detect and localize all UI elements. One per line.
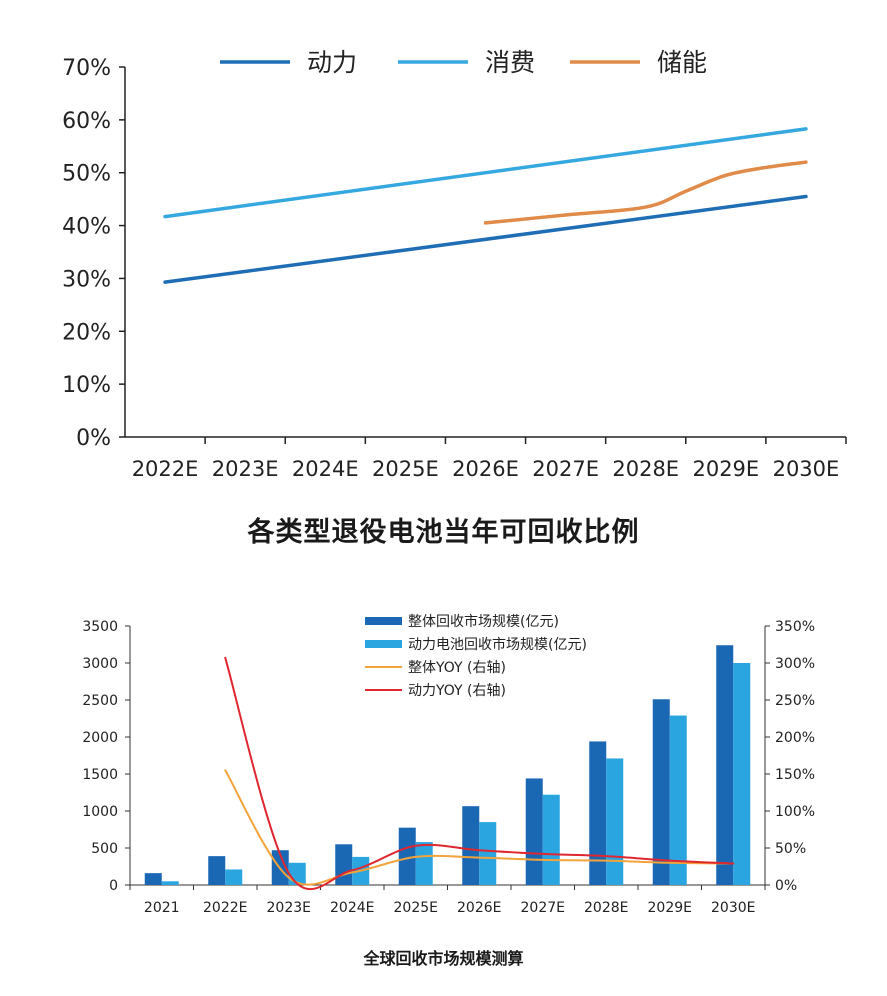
- bar-2025E: [398, 827, 416, 885]
- x-tick-label: 2024E: [330, 900, 374, 916]
- x-tick-label: 2028E: [584, 900, 628, 916]
- left-y-tick-label: 3000: [82, 656, 118, 672]
- left-y-tick-label: 2500: [82, 693, 118, 709]
- legend-label: 动力YOY (右轴): [408, 683, 506, 699]
- x-tick-label: 2026E: [452, 457, 519, 481]
- left-y-tick-label: 500: [91, 841, 118, 857]
- legend-swatch: [365, 640, 402, 648]
- left-y-tick-label: 3500: [82, 619, 118, 635]
- right-y-tick-label: 50%: [775, 841, 806, 857]
- y-tick-label: 30%: [62, 267, 111, 292]
- x-tick-label: 2021: [144, 900, 180, 916]
- chart-title-global-market: 全球回收市场规模测算: [363, 949, 524, 968]
- x-tick-label: 2025E: [394, 900, 438, 916]
- legend-swatch: [365, 617, 402, 625]
- bar-2022E: [225, 869, 243, 885]
- y-tick-label: 40%: [62, 215, 111, 240]
- right-y-tick-label: 300%: [775, 656, 815, 672]
- right-y-tick-label: 200%: [775, 730, 815, 746]
- bar-2023E: [288, 862, 306, 885]
- yoy-line-整体YOY (右轴): [224, 769, 735, 886]
- bar-2030E: [716, 645, 734, 885]
- bar-2026E: [462, 806, 480, 885]
- right-y-tick-label: 150%: [775, 767, 815, 783]
- x-tick-label: 2027E: [521, 900, 565, 916]
- bar-2021: [161, 881, 179, 885]
- yoy-line-动力YOY (右轴): [224, 656, 735, 891]
- x-tick-label: 2024E: [292, 457, 359, 481]
- x-tick-label: 2029E: [692, 457, 759, 481]
- x-tick-label: 2022E: [132, 457, 199, 481]
- series-line-动力: [163, 194, 808, 284]
- bar-2029E: [652, 699, 670, 885]
- series-line-消费: [163, 127, 808, 219]
- bar-2021: [144, 873, 162, 885]
- left-y-tick-label: 0: [109, 878, 118, 894]
- bar-2024E: [335, 844, 353, 885]
- legend-label: 动力: [307, 48, 357, 77]
- bar-2023E: [271, 850, 289, 885]
- x-tick-label: 2030E: [773, 457, 840, 481]
- bar-2030E: [733, 663, 751, 885]
- legend-label: 整体回收市场规模(亿元): [408, 613, 559, 630]
- x-tick-label: 2022E: [203, 900, 247, 916]
- series-line-储能: [483, 160, 808, 225]
- right-y-tick-label: 250%: [775, 693, 815, 709]
- bar-2028E: [589, 741, 607, 885]
- left-y-tick-label: 2000: [82, 730, 118, 746]
- x-tick-label: 2025E: [372, 457, 439, 481]
- x-tick-label: 2023E: [212, 457, 279, 481]
- chart-title-recyclable-ratio: 各类型退役电池当年可回收比例: [247, 517, 640, 548]
- x-tick-label: 2028E: [612, 457, 679, 481]
- y-tick-label: 10%: [62, 373, 111, 398]
- y-tick-label: 60%: [62, 109, 111, 134]
- legend-label: 整体YOY (右轴): [408, 660, 506, 676]
- legend-label: 储能: [657, 48, 707, 77]
- x-tick-label: 2026E: [457, 900, 501, 916]
- bar-2025E: [415, 842, 433, 885]
- x-tick-label: 2030E: [711, 900, 755, 916]
- right-y-tick-label: 0%: [775, 878, 797, 894]
- y-tick-label: 70%: [62, 56, 111, 81]
- bar-2028E: [606, 758, 624, 885]
- right-y-tick-label: 350%: [775, 619, 815, 635]
- y-tick-label: 50%: [62, 162, 111, 187]
- bar-2022E: [208, 856, 226, 885]
- y-tick-label: 20%: [62, 320, 111, 345]
- x-tick-label: 2029E: [648, 900, 692, 916]
- bar-2027E: [525, 778, 543, 885]
- legend-label: 动力电池回收市场规模(亿元): [408, 636, 587, 653]
- x-tick-label: 2027E: [532, 457, 599, 481]
- legend-label: 消费: [485, 48, 535, 77]
- bar-2027E: [542, 794, 560, 885]
- y-tick-label: 0%: [76, 426, 111, 451]
- bar-2024E: [352, 856, 370, 885]
- line-chart-recyclable-ratio: 0% 10% 20% 30% 40% 50% 60% 70% 2022E 2023E 2024E 20…: [62, 48, 847, 481]
- bar-2026E: [479, 822, 497, 885]
- left-y-tick-label: 1500: [82, 767, 118, 783]
- x-tick-label: 2023E: [267, 900, 311, 916]
- bar-2029E: [669, 715, 687, 885]
- left-y-tick-label: 1000: [82, 804, 118, 820]
- right-y-tick-label: 100%: [775, 804, 815, 820]
